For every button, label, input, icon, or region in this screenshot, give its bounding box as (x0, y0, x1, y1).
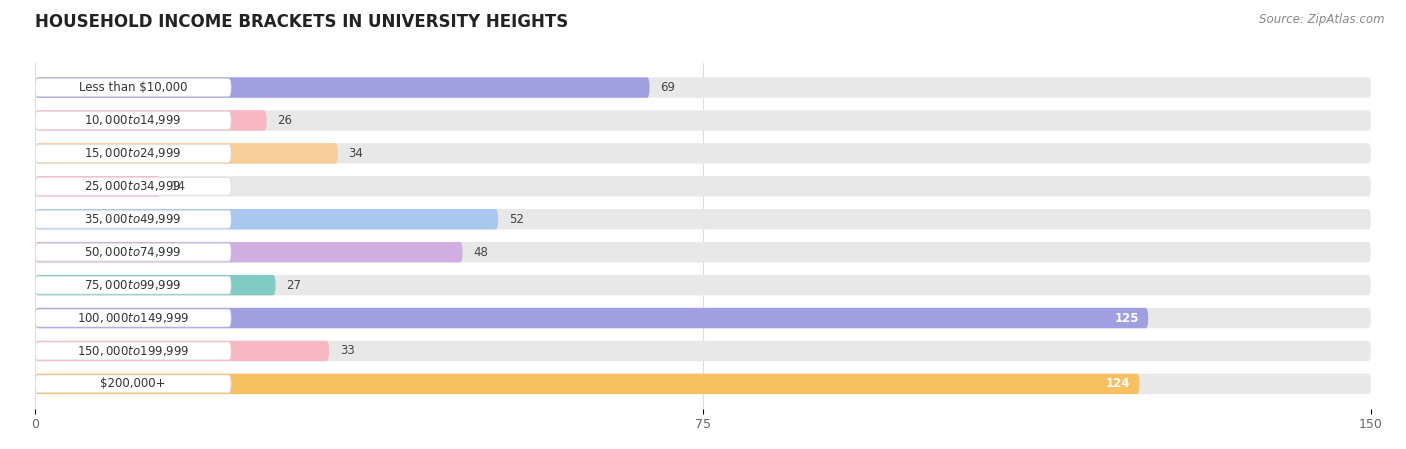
FancyBboxPatch shape (35, 308, 1371, 328)
Text: 124: 124 (1107, 378, 1130, 390)
FancyBboxPatch shape (35, 79, 231, 97)
Text: $75,000 to $99,999: $75,000 to $99,999 (84, 278, 181, 292)
FancyBboxPatch shape (35, 341, 329, 361)
FancyBboxPatch shape (35, 275, 1371, 295)
FancyBboxPatch shape (35, 341, 1371, 361)
Text: 52: 52 (509, 213, 524, 226)
Text: $10,000 to $14,999: $10,000 to $14,999 (84, 114, 181, 128)
FancyBboxPatch shape (35, 375, 231, 393)
Text: 27: 27 (287, 279, 301, 291)
FancyBboxPatch shape (35, 77, 650, 98)
FancyBboxPatch shape (35, 308, 1149, 328)
FancyBboxPatch shape (35, 176, 160, 197)
FancyBboxPatch shape (35, 374, 1371, 394)
FancyBboxPatch shape (35, 275, 276, 295)
Text: Source: ZipAtlas.com: Source: ZipAtlas.com (1260, 13, 1385, 26)
Text: $150,000 to $199,999: $150,000 to $199,999 (77, 344, 190, 358)
FancyBboxPatch shape (35, 242, 463, 262)
FancyBboxPatch shape (35, 77, 1371, 98)
Text: $15,000 to $24,999: $15,000 to $24,999 (84, 146, 181, 160)
FancyBboxPatch shape (35, 276, 231, 294)
Text: 33: 33 (340, 344, 354, 357)
FancyBboxPatch shape (35, 242, 1371, 262)
Text: 34: 34 (349, 147, 364, 160)
FancyBboxPatch shape (35, 143, 337, 163)
FancyBboxPatch shape (35, 211, 231, 228)
Text: HOUSEHOLD INCOME BRACKETS IN UNIVERSITY HEIGHTS: HOUSEHOLD INCOME BRACKETS IN UNIVERSITY … (35, 13, 568, 31)
FancyBboxPatch shape (35, 209, 1371, 229)
Text: 125: 125 (1115, 312, 1139, 325)
FancyBboxPatch shape (35, 243, 231, 261)
Text: $35,000 to $49,999: $35,000 to $49,999 (84, 212, 181, 226)
FancyBboxPatch shape (35, 110, 267, 131)
Text: 26: 26 (277, 114, 292, 127)
FancyBboxPatch shape (35, 309, 231, 327)
FancyBboxPatch shape (35, 176, 1371, 197)
FancyBboxPatch shape (35, 209, 498, 229)
FancyBboxPatch shape (35, 110, 1371, 131)
FancyBboxPatch shape (35, 112, 231, 129)
Text: Less than $10,000: Less than $10,000 (79, 81, 187, 94)
Text: $50,000 to $74,999: $50,000 to $74,999 (84, 245, 181, 259)
Text: $100,000 to $149,999: $100,000 to $149,999 (77, 311, 190, 325)
FancyBboxPatch shape (35, 143, 1371, 163)
FancyBboxPatch shape (35, 177, 231, 195)
FancyBboxPatch shape (35, 145, 231, 162)
FancyBboxPatch shape (35, 374, 1139, 394)
Text: 14: 14 (170, 180, 186, 193)
Text: 69: 69 (661, 81, 675, 94)
Text: $25,000 to $34,999: $25,000 to $34,999 (84, 179, 181, 194)
Text: 48: 48 (474, 246, 488, 259)
Text: $200,000+: $200,000+ (100, 378, 166, 390)
FancyBboxPatch shape (35, 342, 231, 360)
